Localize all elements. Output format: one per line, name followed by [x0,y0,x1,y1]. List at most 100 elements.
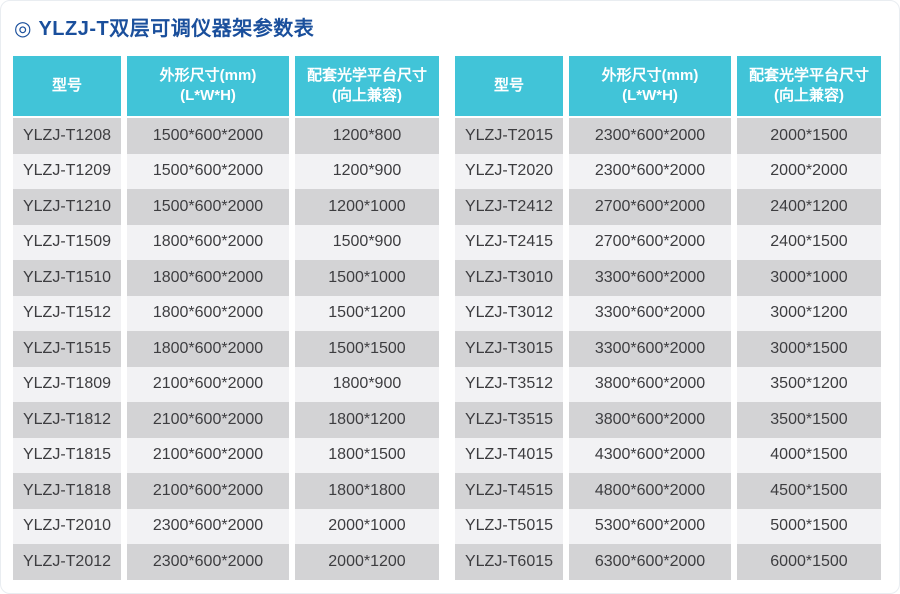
dimensions-cell: 1800*600*2000 [127,331,289,367]
model-cell: YLZJ-T2415 [455,224,563,260]
dimensions-cell: 3800*600*2000 [569,366,731,402]
platform-size-cell: 1800*1200 [295,402,439,438]
dimensions-cell: 2300*600*2000 [127,544,289,580]
model-cell: YLZJ-T1208 [13,118,121,154]
dimensions-cell: 1800*600*2000 [127,260,289,296]
double-circle-icon: ◎ [14,18,32,40]
dimensions-cell: 3800*600*2000 [569,402,731,438]
table-row: YLZJ-T1815 2100*600*2000 1800*1500 [13,437,439,473]
parameter-table-left: 型号 外形尺寸(mm) (L*W*H) 配套光学平台尺寸 (向上兼容) YLZJ-T120… [13,56,439,580]
platform-size-cell: 1800*1800 [295,473,439,509]
dimensions-cell: 3300*600*2000 [569,295,731,331]
dimensions-cell: 6300*600*2000 [569,544,731,580]
model-cell: YLZJ-T5015 [455,508,563,544]
dimensions-cell: 2700*600*2000 [569,224,731,260]
dimensions-cell: 4300*600*2000 [569,437,731,473]
platform-size-cell: 3000*1200 [737,295,881,331]
table-row: YLZJ-T1812 2100*600*2000 1800*1200 [13,402,439,438]
model-cell: YLZJ-T1210 [13,189,121,225]
tables-container: 型号 外形尺寸(mm) (L*W*H) 配套光学平台尺寸 (向上兼容) YLZJ-T120… [1,42,899,580]
platform-size-cell: 3000*1000 [737,260,881,296]
table-row: YLZJ-T2415 2700*600*2000 2400*1500 [455,224,881,260]
model-cell: YLZJ-T3512 [455,366,563,402]
page-title-text: YLZJ-T双层可调仪器架参数表 [38,18,315,40]
platform-size-cell: 4500*1500 [737,473,881,509]
column-header: 型号 [455,56,563,116]
dimensions-cell: 2300*600*2000 [127,508,289,544]
table-row: YLZJ-T3515 3800*600*2000 3500*1500 [455,402,881,438]
dimensions-cell: 2100*600*2000 [127,437,289,473]
model-cell: YLZJ-T2015 [455,118,563,154]
model-cell: YLZJ-T1515 [13,331,121,367]
model-cell: YLZJ-T1809 [13,366,121,402]
model-cell: YLZJ-T2412 [455,189,563,225]
column-header: 外形尺寸(mm) (L*W*H) [127,56,289,116]
dimensions-cell: 2700*600*2000 [569,189,731,225]
table-row: YLZJ-T3012 3300*600*2000 3000*1200 [455,295,881,331]
table-row: YLZJ-T1208 1500*600*2000 1200*800 [13,118,439,154]
platform-size-cell: 2000*1500 [737,118,881,154]
table-row: YLZJ-T4015 4300*600*2000 4000*1500 [455,437,881,473]
platform-size-cell: 1200*1000 [295,189,439,225]
platform-size-cell: 4000*1500 [737,437,881,473]
table-row: YLZJ-T1515 1800*600*2000 1500*1500 [13,331,439,367]
platform-size-cell: 1800*900 [295,366,439,402]
model-cell: YLZJ-T4515 [455,473,563,509]
dimensions-cell: 2300*600*2000 [569,153,731,189]
parameter-table-right: 型号 外形尺寸(mm) (L*W*H) 配套光学平台尺寸 (向上兼容) YLZJ-T201… [455,56,881,580]
dimensions-cell: 1800*600*2000 [127,224,289,260]
table-row: YLZJ-T4515 4800*600*2000 4500*1500 [455,473,881,509]
model-cell: YLZJ-T2012 [13,544,121,580]
table-row: YLZJ-T3010 3300*600*2000 3000*1000 [455,260,881,296]
model-cell: YLZJ-T3010 [455,260,563,296]
model-cell: YLZJ-T2010 [13,508,121,544]
platform-size-cell: 2000*1200 [295,544,439,580]
model-cell: YLZJ-T1812 [13,402,121,438]
dimensions-cell: 2100*600*2000 [127,366,289,402]
table-row: YLZJ-T2412 2700*600*2000 2400*1200 [455,189,881,225]
table-row: YLZJ-T1209 1500*600*2000 1200*900 [13,153,439,189]
dimensions-cell: 2300*600*2000 [569,118,731,154]
model-cell: YLZJ-T1509 [13,224,121,260]
dimensions-cell: 3300*600*2000 [569,331,731,367]
model-cell: YLZJ-T1512 [13,295,121,331]
platform-size-cell: 5000*1500 [737,508,881,544]
platform-size-cell: 1500*1000 [295,260,439,296]
table-row: YLZJ-T2010 2300*600*2000 2000*1000 [13,508,439,544]
dimensions-cell: 4800*600*2000 [569,473,731,509]
table-row: YLZJ-T5015 5300*600*2000 5000*1500 [455,508,881,544]
platform-size-cell: 3500*1500 [737,402,881,438]
table-row: YLZJ-T2015 2300*600*2000 2000*1500 [455,118,881,154]
table-header: 型号 外形尺寸(mm) (L*W*H) 配套光学平台尺寸 (向上兼容) [455,56,881,116]
platform-size-cell: 2400*1200 [737,189,881,225]
platform-size-cell: 2000*1000 [295,508,439,544]
page-title: ◎ YLZJ-T双层可调仪器架参数表 [1,1,899,42]
table-row: YLZJ-T3015 3300*600*2000 3000*1500 [455,331,881,367]
table-row: YLZJ-T1509 1800*600*2000 1500*900 [13,224,439,260]
platform-size-cell: 1200*800 [295,118,439,154]
table-row: YLZJ-T1818 2100*600*2000 1800*1800 [13,473,439,509]
platform-size-cell: 2000*2000 [737,153,881,189]
table-row: YLZJ-T1210 1500*600*2000 1200*1000 [13,189,439,225]
model-cell: YLZJ-T1209 [13,153,121,189]
dimensions-cell: 1500*600*2000 [127,153,289,189]
column-header: 配套光学平台尺寸 (向上兼容) [737,56,881,116]
platform-size-cell: 1200*900 [295,153,439,189]
platform-size-cell: 6000*1500 [737,544,881,580]
model-cell: YLZJ-T6015 [455,544,563,580]
model-cell: YLZJ-T1815 [13,437,121,473]
dimensions-cell: 3300*600*2000 [569,260,731,296]
dimensions-cell: 2100*600*2000 [127,402,289,438]
table-row: YLZJ-T2020 2300*600*2000 2000*2000 [455,153,881,189]
model-cell: YLZJ-T3515 [455,402,563,438]
dimensions-cell: 1800*600*2000 [127,295,289,331]
platform-size-cell: 2400*1500 [737,224,881,260]
table-row: YLZJ-T1512 1800*600*2000 1500*1200 [13,295,439,331]
platform-size-cell: 1500*1200 [295,295,439,331]
platform-size-cell: 1500*900 [295,224,439,260]
model-cell: YLZJ-T4015 [455,437,563,473]
column-header: 型号 [13,56,121,116]
model-cell: YLZJ-T2020 [455,153,563,189]
table-row: YLZJ-T3512 3800*600*2000 3500*1200 [455,366,881,402]
